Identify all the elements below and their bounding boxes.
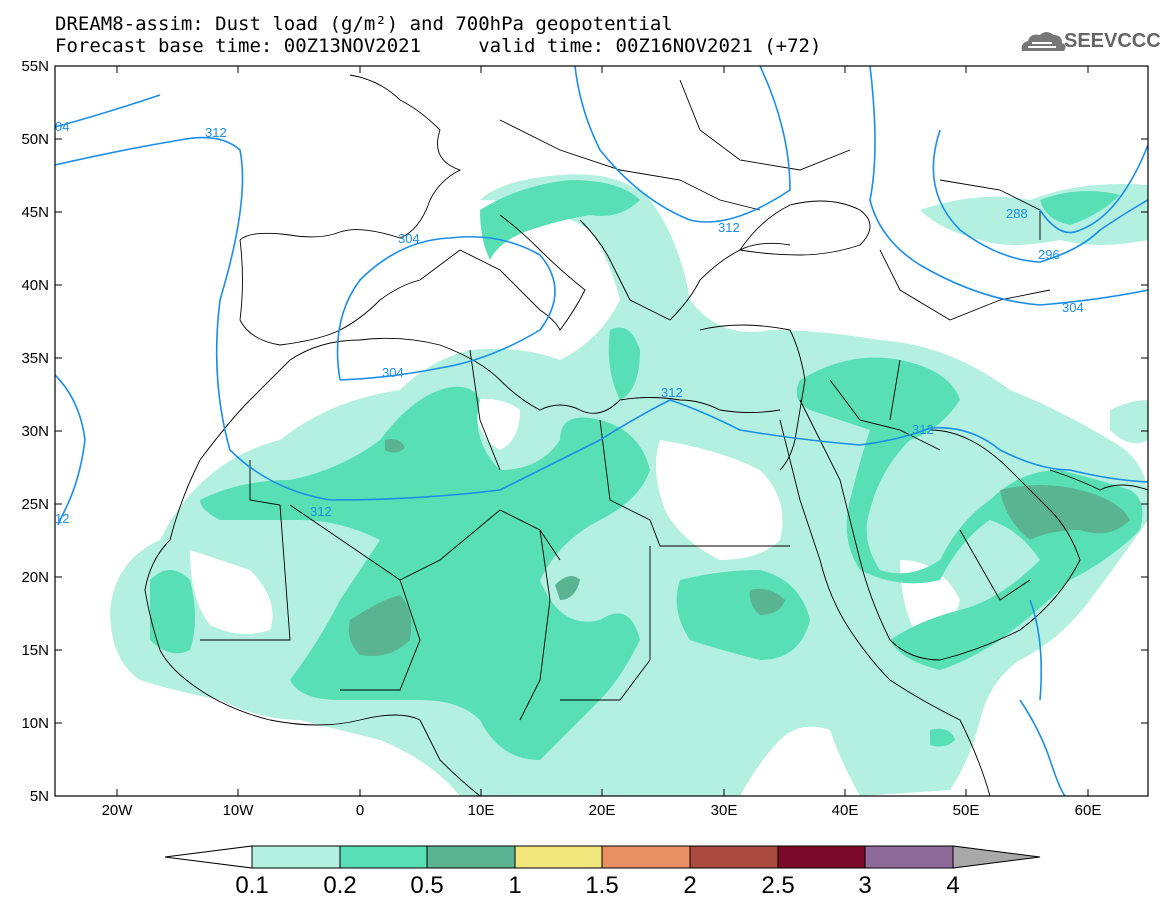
lat-label: 35N xyxy=(21,350,49,367)
colorbar-swatch xyxy=(601,845,691,869)
contour-label: 312 xyxy=(718,220,740,235)
lat-label: 15N xyxy=(21,642,49,659)
colorbar-low-arrow xyxy=(164,845,253,869)
contour-label: 304 xyxy=(382,365,404,380)
colorbar-swatch xyxy=(864,845,954,869)
colorbar-label: 3 xyxy=(858,872,871,899)
lon-label: 20E xyxy=(589,802,616,819)
contour-label: 288 xyxy=(1006,206,1028,221)
lat-axis: 55N 50N 45N 40N 35N 30N 25N 20N 15N 10N … xyxy=(21,58,1148,805)
map-title: DREAM8-assim: Dust load (g/m²) and 700hP… xyxy=(55,13,673,35)
lat-label: 25N xyxy=(21,496,49,513)
colorbar-label: 1.5 xyxy=(585,872,618,899)
cloud-logo-icon xyxy=(1021,32,1066,51)
lat-label: 20N xyxy=(21,569,49,586)
colorbar-swatch xyxy=(339,845,428,869)
contour-label: 312 xyxy=(310,504,332,519)
lat-label: 45N xyxy=(21,204,49,221)
lon-label: 10E xyxy=(468,802,495,819)
map-subtitle: Forecast base time: 00Z13NOV2021 valid t… xyxy=(55,35,822,57)
contour-label: 312 xyxy=(912,422,934,437)
geopotential-contours xyxy=(55,66,1148,796)
contour-label: 312 xyxy=(205,125,227,140)
lon-label: 40E xyxy=(832,802,859,819)
lat-label: 10N xyxy=(21,715,49,732)
colorbar-high-arrow xyxy=(952,845,1041,869)
contour-labels: 04 312 304 304 312 312 312 312 304 288 2… xyxy=(55,119,1084,526)
colorbar-label: 2 xyxy=(683,872,696,899)
contour-label: 304 xyxy=(398,231,420,246)
lat-label: 40N xyxy=(21,277,49,294)
colorbar-label: 2.5 xyxy=(761,872,794,899)
contour-label: 312 xyxy=(661,385,683,400)
lon-label: 0 xyxy=(356,802,364,819)
colorbar-label: 4 xyxy=(946,872,959,899)
colorbar xyxy=(164,845,1041,869)
colorbar-label: 0.5 xyxy=(410,872,443,899)
contour-label: 12 xyxy=(55,511,69,526)
coastlines xyxy=(144,74,1148,796)
colorbar-label: 0.1 xyxy=(235,872,268,899)
colorbar-swatch xyxy=(426,845,516,869)
colorbar-swatch xyxy=(689,845,779,869)
lon-label: 50E xyxy=(953,802,980,819)
lon-label: 30E xyxy=(711,802,738,819)
colorbar-swatch xyxy=(251,845,341,869)
contour-label: 304 xyxy=(1062,300,1084,315)
lat-label: 55N xyxy=(21,58,49,75)
lat-label: 50N xyxy=(21,131,49,148)
colorbar-label: 1 xyxy=(508,872,521,899)
logo-text: SEEVCCC xyxy=(1064,30,1161,52)
colorbar-swatch xyxy=(514,845,603,869)
lon-label: 60E xyxy=(1075,802,1102,819)
lat-label: 30N xyxy=(21,423,49,440)
dust-field xyxy=(110,174,1148,796)
lat-label: 5N xyxy=(30,788,49,805)
contour-label: 04 xyxy=(55,119,69,134)
contour-label: 296 xyxy=(1038,247,1060,262)
colorbar-labels: 0.1 0.2 0.5 1 1.5 2 2.5 3 4 xyxy=(235,872,959,899)
colorbar-swatch xyxy=(777,845,866,869)
lon-label: 20W xyxy=(102,802,134,819)
lon-axis: 20W 10W 0 10E 20E 30E 40E 50E 60E xyxy=(102,66,1102,819)
colorbar-label: 0.2 xyxy=(323,872,356,899)
lon-label: 10W xyxy=(223,802,255,819)
